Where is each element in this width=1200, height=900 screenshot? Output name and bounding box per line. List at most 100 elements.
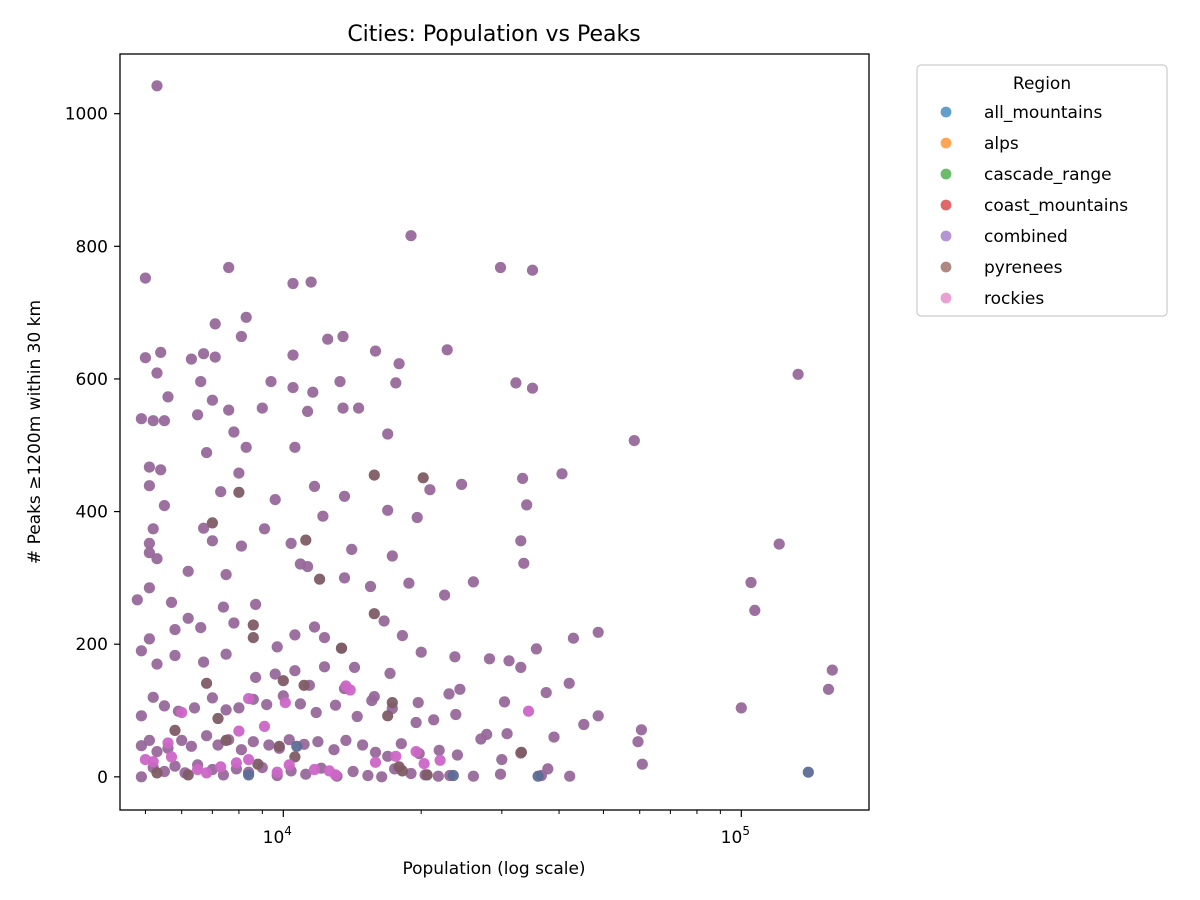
legend-marker-combined (940, 230, 952, 242)
data-point-combined (382, 504, 394, 516)
data-point-combined (451, 749, 463, 761)
data-point-combined (206, 535, 218, 547)
data-point-rockies (271, 766, 283, 778)
data-point-combined (131, 594, 143, 606)
data-point-rockies (176, 706, 188, 719)
y-tick-label: 1000 (65, 105, 108, 125)
data-point-pyrenees (206, 517, 218, 529)
data-point-rockies (162, 737, 174, 749)
data-point-combined (517, 472, 529, 484)
data-point-rockies (230, 757, 242, 769)
data-point-combined (450, 708, 462, 721)
data-point-combined (376, 771, 388, 783)
data-point-combined (289, 441, 301, 453)
data-point-combined (467, 576, 479, 588)
data-point-combined (542, 763, 554, 775)
data-point-pyrenees (298, 679, 310, 691)
data-point-combined (515, 661, 527, 674)
data-point-combined (294, 698, 306, 710)
data-point-combined (334, 376, 346, 388)
data-point-combined (628, 435, 640, 447)
data-point-combined (209, 351, 221, 363)
data-point-combined (308, 621, 321, 633)
data-point-pyrenees (396, 765, 408, 777)
data-point-pyrenees (335, 642, 348, 654)
data-point-combined (745, 576, 757, 589)
y-tick-label: 0 (97, 768, 108, 788)
data-point-combined (188, 702, 201, 714)
data-point-combined (158, 700, 170, 712)
data-point-combined (382, 750, 394, 762)
data-point-combined (269, 668, 281, 680)
data-point-combined (143, 480, 155, 492)
data-point-combined (235, 330, 247, 343)
data-point-combined (151, 553, 163, 565)
data-point-combined (366, 695, 378, 707)
data-point-combined (151, 746, 163, 758)
data-point-combined (228, 617, 240, 629)
data-point-combined (773, 538, 785, 550)
data-point-combined (162, 391, 174, 403)
data-point-pyrenees (417, 472, 429, 484)
data-point-combined (135, 771, 147, 783)
data-point-combined (201, 447, 213, 459)
data-point-combined (510, 377, 522, 389)
data-point-pyrenees (212, 712, 224, 725)
data-point-combined (405, 767, 417, 780)
data-point-rockies (192, 763, 204, 776)
data-point-combined (501, 728, 513, 740)
data-point-combined (592, 626, 604, 638)
data-point-combined (635, 724, 648, 736)
legend-label-combined: combined (984, 227, 1068, 247)
data-point-combined (475, 733, 487, 745)
data-point-combined (169, 649, 181, 662)
data-point-pyrenees (233, 486, 245, 498)
data-point-combined (412, 697, 424, 709)
data-point-combined (328, 744, 340, 756)
data-point-rockies (308, 763, 321, 776)
data-point-combined (369, 746, 382, 758)
data-point-combined (337, 402, 349, 414)
data-point-rockies (201, 767, 213, 779)
data-point-pyrenees (386, 697, 398, 709)
data-point-combined (135, 413, 147, 425)
data-point-combined (390, 377, 402, 389)
data-point-combined (287, 349, 299, 361)
legend-label-all_mountains: all_mountains (984, 103, 1102, 123)
data-point-pyrenees (151, 767, 163, 779)
data-point-combined (217, 601, 229, 613)
data-point-combined (235, 744, 247, 756)
data-point-combined (135, 645, 147, 657)
x-axis-label: Population (log scale) (402, 859, 585, 879)
data-point-combined (143, 633, 155, 645)
legend-marker-pyrenees (940, 261, 952, 273)
data-point-combined (353, 402, 365, 414)
data-point-combined (258, 523, 271, 535)
data-point-rockies (323, 765, 335, 777)
data-point-combined (395, 738, 407, 750)
data-point-combined (195, 376, 207, 388)
data-point-rockies (410, 746, 422, 758)
data-point-combined (494, 261, 507, 274)
data-point-combined (357, 739, 369, 751)
data-point-combined (483, 653, 496, 665)
data-point-combined (201, 730, 213, 742)
data-point-combined (526, 264, 539, 276)
data-point-combined (337, 330, 349, 343)
x-axis: 104 105 (144, 810, 750, 848)
data-point-combined (364, 580, 377, 593)
data-point-combined (155, 346, 167, 358)
data-point-combined (496, 754, 508, 766)
data-point-combined (143, 582, 155, 594)
data-point-combined (135, 740, 147, 752)
data-point-combined (147, 691, 159, 703)
data-point-combined (139, 352, 151, 364)
data-point-combined (147, 415, 159, 427)
data-point-combined (233, 467, 245, 479)
data-point-combined (165, 596, 178, 609)
data-point-combined (348, 661, 361, 674)
data-point-combined (139, 272, 151, 284)
data-point-combined (347, 765, 359, 778)
data-point-pyrenees (247, 619, 259, 631)
